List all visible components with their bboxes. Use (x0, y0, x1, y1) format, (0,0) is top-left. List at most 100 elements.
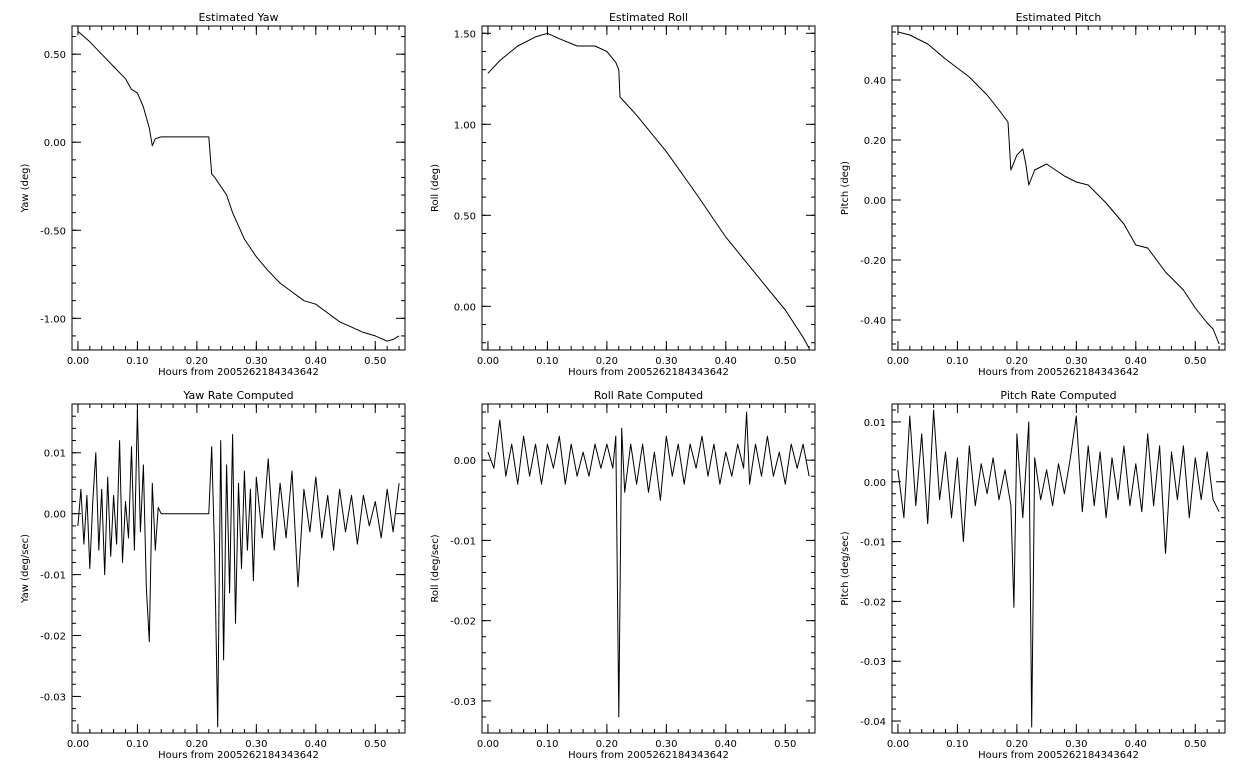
x-tick-label: 0.50 (774, 739, 796, 750)
x-tick-label: 0.40 (715, 739, 737, 750)
y-tick-label: -1.00 (40, 314, 66, 325)
x-axis-label: Hours from 2005262184343642 (568, 367, 729, 378)
x-tick-label: 0.10 (946, 356, 968, 367)
y-tick-label: 0.20 (864, 136, 886, 147)
y-tick-label: 1.50 (454, 29, 476, 40)
y-tick-label: 0.00 (454, 302, 476, 313)
x-tick-label: 0.00 (67, 739, 89, 750)
x-tick-label: 0.40 (1125, 739, 1147, 750)
y-axis-label: Yaw (deg) (20, 163, 31, 213)
plot-frame (891, 25, 1226, 351)
y-tick-label: -0.03 (860, 657, 886, 668)
y-tick-label: 0.00 (864, 196, 886, 207)
x-tick-label: 0.30 (655, 356, 677, 367)
y-tick-label: -0.03 (450, 697, 476, 708)
x-tick-label: 0.40 (305, 356, 327, 367)
x-tick-label: 0.50 (774, 356, 796, 367)
x-tick-label: 0.50 (1184, 356, 1206, 367)
x-tick-label: 0.40 (715, 356, 737, 367)
y-axis-label: Pitch (deg) (840, 161, 851, 215)
x-tick-label: 0.20 (1006, 356, 1028, 367)
chart-title: Pitch Rate Computed (1000, 389, 1116, 402)
series-line (487, 32, 810, 349)
y-tick-label: 0.00 (864, 478, 886, 489)
x-tick-label: 0.50 (364, 356, 386, 367)
y-tick-label: -0.01 (860, 538, 886, 549)
x-tick-label: 0.40 (1125, 356, 1147, 367)
y-tick-label: 1.00 (454, 120, 476, 131)
y-tick-label: 0.00 (44, 138, 66, 149)
chart-panel-1: 0.00 0.10 0.20 0.30 0.40 0.50 0.00 0.50 1.00 1.50… (430, 11, 816, 378)
chart-panel-3: 0.00 0.10 0.20 0.30 0.40 0.50 -0.03 -0.02 -0.01 0… (20, 389, 406, 761)
series-line (487, 411, 810, 718)
x-tick-label: 0.20 (186, 739, 208, 750)
x-tick-label: 0.30 (655, 739, 677, 750)
y-tick-label: 0.40 (864, 76, 886, 87)
y-tick-label: 0.00 (454, 456, 476, 467)
x-tick-label: 0.00 (477, 356, 499, 367)
chart-title: Yaw Rate Computed (182, 389, 293, 402)
x-tick-label: 0.00 (887, 356, 909, 367)
x-tick-label: 0.30 (245, 356, 267, 367)
x-tick-label: 0.20 (1006, 739, 1028, 750)
y-axis-label: Pitch (deg/sec) (840, 531, 851, 606)
y-tick-label: -0.20 (860, 256, 886, 267)
plot-frame (71, 25, 406, 351)
x-tick-label: 0.30 (1065, 739, 1087, 750)
x-tick-label: 0.00 (67, 356, 89, 367)
x-tick-label: 0.10 (126, 356, 148, 367)
y-tick-label: -0.02 (40, 632, 66, 643)
chart-title: Estimated Roll (609, 11, 688, 24)
y-tick-label: -0.02 (860, 597, 886, 608)
x-tick-label: 0.20 (596, 356, 618, 367)
x-tick-label: 0.40 (305, 739, 327, 750)
x-tick-label: 0.20 (596, 739, 618, 750)
x-tick-label: 0.00 (477, 739, 499, 750)
x-tick-label: 0.30 (1065, 356, 1087, 367)
x-axis-label: Hours from 2005262184343642 (568, 750, 729, 761)
series-line (77, 409, 400, 728)
chart-title: Estimated Yaw (198, 11, 278, 24)
chart-panel-2: 0.00 0.10 0.20 0.30 0.40 0.50 -0.40 -0.20 0.00 0.… (840, 11, 1226, 378)
chart-panel-4: 0.00 0.10 0.20 0.30 0.40 0.50 -0.03 -0.02 -0.01 0… (430, 389, 816, 761)
series-line (897, 409, 1220, 728)
x-axis-label: Hours from 2005262184343642 (158, 750, 319, 761)
x-tick-label: 0.10 (126, 739, 148, 750)
y-tick-label: 0.50 (454, 211, 476, 222)
chart-title: Estimated Pitch (1016, 11, 1102, 24)
y-tick-label: -0.40 (860, 316, 886, 327)
y-axis-label: Roll (deg) (430, 164, 441, 212)
plot-frame (481, 25, 816, 351)
y-tick-label: -0.04 (860, 717, 886, 728)
y-tick-label: -0.03 (40, 692, 66, 703)
x-tick-label: 0.50 (364, 739, 386, 750)
y-tick-label: -0.01 (450, 536, 476, 547)
x-axis-label: Hours from 2005262184343642 (158, 367, 319, 378)
plot-frame (891, 403, 1226, 734)
chart-title: Roll Rate Computed (594, 389, 703, 402)
y-tick-label: 0.01 (44, 449, 66, 460)
y-tick-label: -0.02 (450, 617, 476, 628)
series-line (77, 30, 400, 342)
series-line (897, 31, 1220, 345)
plot-frame (481, 403, 816, 734)
y-tick-label: -0.01 (40, 571, 66, 582)
plot-frame (71, 403, 406, 734)
x-axis-label: Hours from 2005262184343642 (978, 367, 1139, 378)
x-tick-label: 0.10 (946, 739, 968, 750)
y-tick-label: 0.01 (864, 418, 886, 429)
x-axis-label: Hours from 2005262184343642 (978, 750, 1139, 761)
y-axis-label: Roll (deg/sec) (430, 534, 441, 602)
x-tick-label: 0.30 (245, 739, 267, 750)
x-tick-label: 0.10 (536, 356, 558, 367)
y-tick-label: 0.00 (44, 510, 66, 521)
x-tick-label: 0.10 (536, 739, 558, 750)
y-axis-label: Yaw (deg/sec) (20, 534, 31, 604)
y-tick-label: -0.50 (40, 226, 66, 237)
y-tick-label: 0.50 (44, 50, 66, 61)
x-tick-label: 0.20 (186, 356, 208, 367)
x-tick-label: 0.00 (887, 739, 909, 750)
chart-panel-0: 0.00 0.10 0.20 0.30 0.40 0.50 -1.00 -0.50 0.00 0.… (20, 11, 406, 378)
chart-panel-5: 0.00 0.10 0.20 0.30 0.40 0.50 -0.04 -0.03 -0.02 -… (840, 389, 1226, 761)
